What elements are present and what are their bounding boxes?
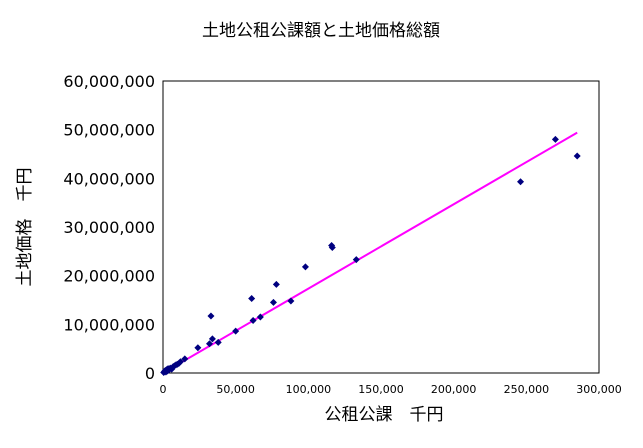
y-tick-label: 60,000,000 [63, 72, 155, 91]
x-tick-label: 250,000 [504, 383, 550, 396]
data-point [328, 243, 336, 251]
x-tick-label: 300,000 [576, 383, 622, 396]
data-point [206, 340, 214, 348]
y-tick-label: 40,000,000 [63, 169, 155, 188]
data-point [352, 256, 360, 264]
x-tick-label: 150,000 [358, 383, 404, 396]
chart-title: 土地公租公課額と土地価格総額 [202, 21, 440, 41]
data-point [248, 295, 256, 303]
y-axis-tick-labels: 0 10,000,000 20,000,000 30,000,000 40,000,00… [63, 72, 155, 383]
data-points [160, 135, 581, 377]
y-axis-title: 土地価格 千円 [15, 168, 35, 287]
y-tick-label: 50,000,000 [63, 121, 155, 140]
data-point [269, 298, 277, 306]
x-axis-title: 公租公課 千円 [325, 405, 444, 425]
y-tick-label: 0 [145, 364, 155, 383]
data-point [181, 355, 189, 363]
x-axis-tick-labels: 0 50,000 100,000 150,000 200,000 250,000 300,0… [160, 383, 622, 396]
data-point [256, 313, 264, 321]
data-point [301, 263, 309, 271]
data-point [176, 358, 184, 366]
y-tick-label: 20,000,000 [63, 267, 155, 286]
data-point [249, 316, 257, 324]
data-point [208, 335, 216, 343]
x-tick-label: 50,000 [216, 383, 255, 396]
plot-area [162, 80, 600, 374]
y-tick-label: 30,000,000 [63, 218, 155, 237]
x-tick-label: 100,000 [286, 383, 332, 396]
data-point [232, 327, 240, 335]
data-point [573, 152, 581, 160]
data-point [214, 338, 222, 346]
data-point [517, 178, 525, 186]
linear-trendline [162, 131, 578, 374]
data-point [194, 344, 202, 352]
x-tick-label: 0 [160, 383, 167, 396]
data-point [287, 297, 295, 305]
data-point [551, 135, 559, 143]
data-point [207, 312, 215, 320]
data-point [272, 280, 280, 288]
x-tick-label: 200,000 [431, 383, 477, 396]
y-tick-label: 10,000,000 [63, 315, 155, 334]
